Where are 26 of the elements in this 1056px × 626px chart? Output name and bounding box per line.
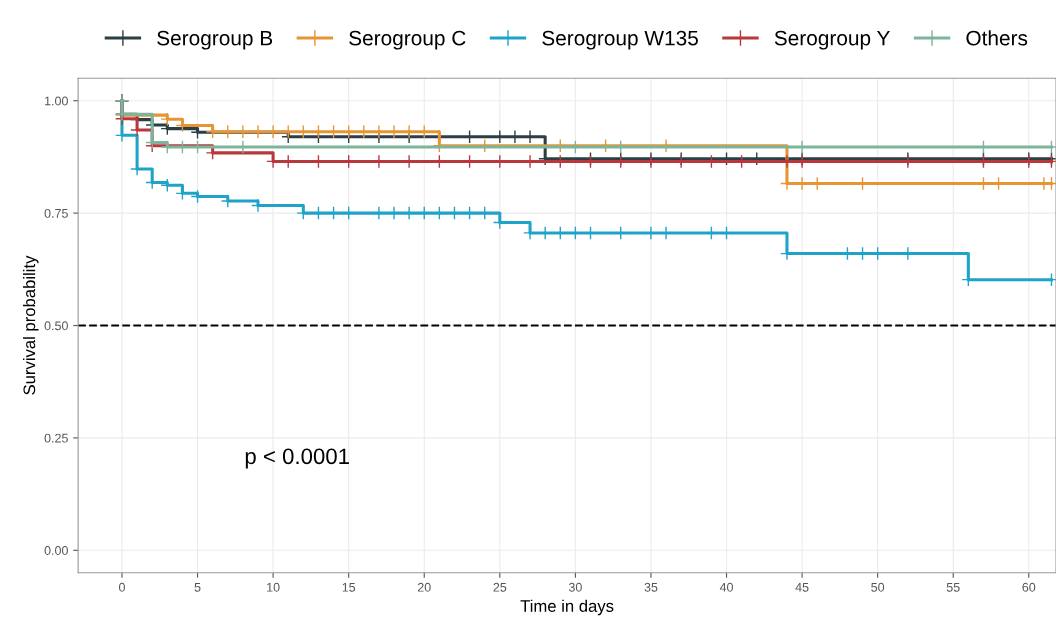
y-tick-label: 0.50	[44, 321, 68, 331]
x-tick-label: 10	[267, 582, 280, 592]
y-tick-label: 0.00	[44, 546, 68, 555]
x-axis-title: Time in days	[520, 599, 614, 616]
legend-label: Serogroup Y	[774, 30, 890, 50]
legend-label: Serogroup B	[157, 30, 273, 50]
y-tick-label: 0.75	[44, 208, 68, 218]
x-tick-label: 5	[194, 582, 201, 592]
y-tick-label: 0.25	[44, 433, 68, 443]
x-tick-label: 60	[1022, 582, 1036, 592]
x-tick-label: 30	[568, 582, 582, 592]
legend-label: Others	[966, 30, 1028, 46]
annotation: p < 0.0001	[245, 448, 349, 469]
x-tick-label: 55	[946, 582, 960, 592]
legend-label: Serogroup W135	[542, 30, 698, 50]
x-tick-label: 15	[342, 582, 356, 592]
legend-label: Serogroup C	[349, 30, 466, 50]
y-tick-label: 1.00	[45, 96, 68, 106]
x-tick-label: 50	[871, 582, 885, 592]
y-axis-title: Survival probability	[23, 255, 39, 395]
x-tick-label: 0	[118, 582, 125, 592]
x-tick-label: 45	[795, 582, 809, 592]
x-tick-label: 20	[417, 582, 431, 592]
x-tick-label: 35	[644, 582, 658, 592]
x-tick-label: 25	[493, 582, 507, 592]
x-tick-label: 40	[719, 582, 733, 592]
